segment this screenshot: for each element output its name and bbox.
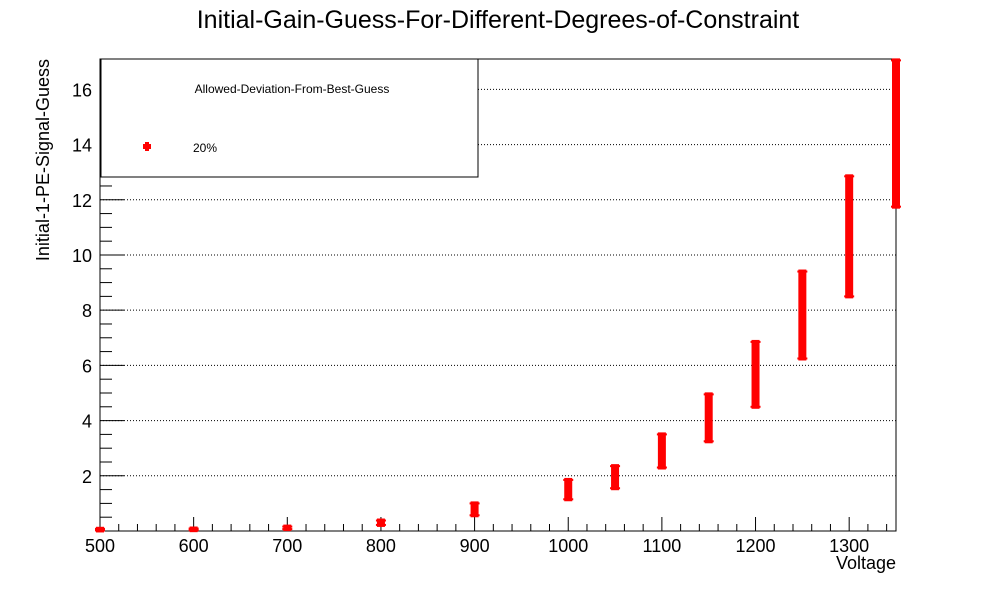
data-point: [610, 464, 621, 491]
x-tick-label: 900: [460, 536, 490, 556]
x-axis: 500 600 700 800 900 1000 1100 1200 1300: [85, 517, 888, 556]
y-tick-label: 8: [82, 301, 92, 321]
x-tick-label: 600: [179, 536, 209, 556]
y-tick-label: 6: [82, 356, 92, 376]
legend-title: Allowed-Deviation-From-Best-Guess: [195, 82, 390, 96]
y-tick-label: 16: [72, 80, 92, 100]
data-point: [95, 526, 105, 533]
x-tick-label: 500: [85, 536, 115, 556]
data-point: [656, 432, 667, 470]
data-point: [750, 339, 761, 409]
x-axis-label: Voltage: [836, 553, 896, 573]
legend-entry-label: 20%: [193, 141, 217, 155]
legend-marker: [143, 142, 151, 151]
data-markers: [95, 58, 901, 533]
data-point: [844, 174, 855, 299]
x-tick-label: 1000: [548, 536, 588, 556]
data-point: [188, 526, 199, 533]
x-tick-label: 1100: [643, 536, 682, 556]
data-point: [563, 477, 574, 502]
y-axis: 2 4 6 8 10 12 14 16: [72, 61, 124, 518]
y-tick-label: 10: [72, 246, 92, 266]
x-tick-label: 800: [366, 536, 396, 556]
x-tick-label: 1200: [736, 536, 776, 556]
data-point: [375, 518, 386, 527]
x-tick-label: 700: [272, 536, 302, 556]
y-tick-label: 12: [72, 191, 92, 211]
x-tick-label: 1300: [829, 536, 869, 556]
legend-box: [100, 58, 479, 178]
data-point: [282, 524, 293, 532]
y-tick-label: 4: [82, 412, 92, 432]
y-tick-label: 2: [82, 467, 92, 487]
data-point: [703, 392, 714, 444]
y-axis-label: Initial-1-PE-Signal-Guess: [33, 59, 53, 261]
y-tick-label: 14: [72, 136, 92, 156]
legend: Allowed-Deviation-From-Best-Guess 20%: [100, 58, 479, 178]
data-point: [891, 58, 901, 209]
data-point: [797, 269, 808, 361]
data-point: [469, 501, 480, 518]
chart-title: Initial-Gain-Guess-For-Different-Degrees…: [197, 6, 800, 34]
plot-frame: [99, 58, 897, 532]
